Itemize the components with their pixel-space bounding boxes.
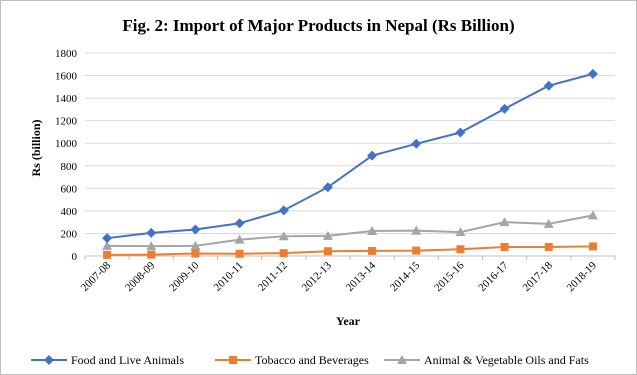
series-line (106, 72, 594, 240)
data-point (102, 233, 113, 244)
data-point (367, 225, 378, 235)
y-tick-label: 600 (61, 183, 78, 195)
legend-label: Animal & Vegetable Oils and Fats (424, 353, 589, 367)
legend-label: Tobacco and Beverages (255, 353, 369, 367)
x-tick-label: 2013-14 (344, 259, 379, 294)
series-line (107, 214, 594, 248)
data-point (543, 218, 554, 228)
x-tick-label: 2017-18 (520, 259, 555, 294)
legend-marker (229, 356, 237, 364)
data-point (146, 241, 157, 251)
x-tick-label: 2012-13 (300, 259, 335, 294)
y-tick-label: 1000 (55, 138, 78, 150)
data-point (102, 240, 113, 250)
x-tick-label: 2011-12 (256, 260, 290, 294)
x-tick-label: 2007-08 (79, 259, 114, 294)
data-point (234, 234, 245, 244)
data-point (235, 249, 244, 258)
chart-title: Fig. 2: Import of Major Products in Nepa… (122, 16, 515, 35)
y-tick-label: 1200 (55, 116, 78, 128)
legend-marker (44, 355, 54, 365)
x-tick-label: 2014-15 (388, 259, 423, 294)
x-tick-label: 2018-19 (565, 259, 600, 294)
data-point (322, 230, 333, 240)
x-tick-label: 2009-10 (167, 259, 202, 294)
data-point (279, 249, 288, 258)
data-point (278, 205, 289, 216)
data-point (146, 227, 157, 238)
data-point (455, 127, 466, 138)
data-point (234, 218, 245, 229)
data-point (499, 217, 510, 227)
data-point (412, 246, 421, 255)
data-point (322, 182, 333, 193)
data-point (278, 231, 289, 241)
data-point (191, 249, 200, 258)
data-point (103, 250, 112, 259)
x-tick-label: 2015-16 (432, 259, 467, 294)
data-point (500, 242, 509, 251)
legend-label: Food and Live Animals (71, 353, 184, 367)
data-point (587, 210, 598, 220)
y-axis-title: Rs (billion) (29, 119, 43, 176)
y-tick-label: 1400 (55, 93, 78, 105)
y-tick-label: 400 (61, 206, 78, 218)
data-point (411, 225, 422, 235)
y-tick-label: 1800 (55, 48, 78, 60)
x-tick-label: 2008-09 (123, 259, 158, 294)
data-point (411, 138, 422, 149)
data-point (190, 224, 201, 235)
y-tick-label: 1600 (55, 71, 78, 83)
data-point (190, 240, 201, 250)
data-point (367, 150, 378, 161)
data-point (368, 246, 377, 255)
data-point (456, 245, 465, 254)
data-point (147, 250, 156, 259)
series-line (107, 245, 593, 256)
y-tick-label: 800 (61, 161, 78, 173)
data-point (499, 103, 510, 114)
x-tick-label: 2016-17 (476, 259, 511, 294)
data-point (323, 247, 332, 256)
y-tick-label: 0 (72, 251, 78, 263)
legend-marker (397, 355, 407, 364)
data-point (455, 227, 466, 237)
x-axis-title: Year (336, 314, 361, 328)
x-tick-label: 2010-11 (212, 260, 246, 294)
data-point (543, 80, 554, 91)
data-point (587, 68, 598, 79)
y-tick-label: 200 (61, 228, 78, 240)
data-point (544, 242, 553, 251)
data-point (588, 242, 597, 251)
